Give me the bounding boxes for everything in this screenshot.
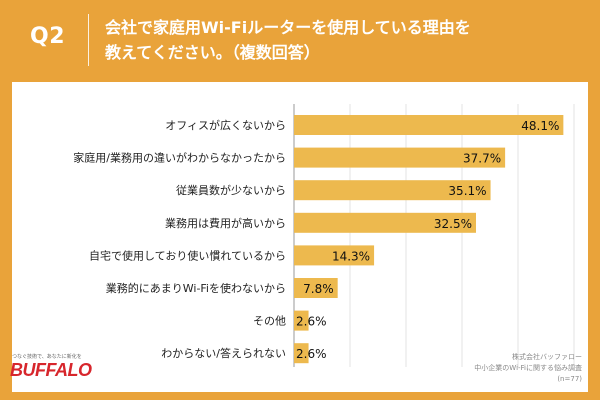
category-label: 家庭用/業務用の違いがわからなかったから — [73, 151, 286, 165]
chart-card: オフィスが広くないから 48.1% 家庭用/業務用の違いがわからなかったから 37.7… — [12, 82, 588, 392]
bar — [294, 343, 309, 364]
value-label: 2.6% — [296, 315, 327, 329]
bar — [294, 147, 506, 168]
category-label: 従業員数が少ないから — [176, 183, 286, 197]
category-label: オフィスが広くないから — [165, 118, 286, 132]
value-label: 35.1% — [448, 184, 486, 198]
bar — [294, 278, 338, 298]
category-label: 業務用は費用が高いから — [165, 216, 286, 230]
source-company: 株式会社バッファロー — [512, 353, 582, 361]
bar — [294, 115, 564, 135]
value-label: 2.6% — [296, 347, 327, 361]
buffalo-logo: BUFFALO — [10, 360, 92, 380]
question-line-2: 教えてください。（複数回答） — [105, 43, 320, 62]
source-credit: 株式会社バッファロー 中小企業のWi-Fiに関する悩み調査 (n=77) — [474, 352, 582, 385]
header-divider — [88, 14, 89, 66]
category-label: その他 — [253, 315, 286, 328]
category-label: 自宅で使用しており使い慣れているから — [89, 248, 286, 262]
question-number: Q2 — [30, 24, 66, 49]
value-label: 37.7% — [463, 152, 501, 166]
bar-chart: オフィスが広くないから 48.1% 家庭用/業務用の違いがわからなかったから 37.7… — [73, 104, 575, 367]
question-text: 会社で家庭用Wi-Fiルーターを使用している理由を 教えてください。（複数回答） — [105, 15, 585, 65]
source-survey: 中小企業のWi-Fiに関する悩み調査 — [474, 364, 582, 372]
value-label: 32.5% — [434, 217, 472, 231]
bar — [294, 245, 375, 266]
question-line-1: 会社で家庭用Wi-Fiルーターを使用している理由を — [105, 18, 471, 37]
source-sample: (n=77) — [557, 375, 582, 383]
value-label: 14.3% — [332, 249, 370, 263]
value-label: 48.1% — [521, 119, 559, 133]
bar — [294, 310, 309, 331]
header: Q2 会社で家庭用Wi-Fiルーターを使用している理由を 教えてください。（複数… — [0, 0, 600, 80]
value-label: 7.8% — [303, 282, 334, 296]
category-label: わからない/答えられない — [161, 346, 286, 360]
bar — [294, 180, 491, 201]
category-label: 業務的にあまりWi-Fiを使わないから — [106, 281, 286, 295]
brand-tagline: つなぐ技術で、あなたに新化を — [12, 354, 82, 360]
bar — [294, 212, 476, 233]
